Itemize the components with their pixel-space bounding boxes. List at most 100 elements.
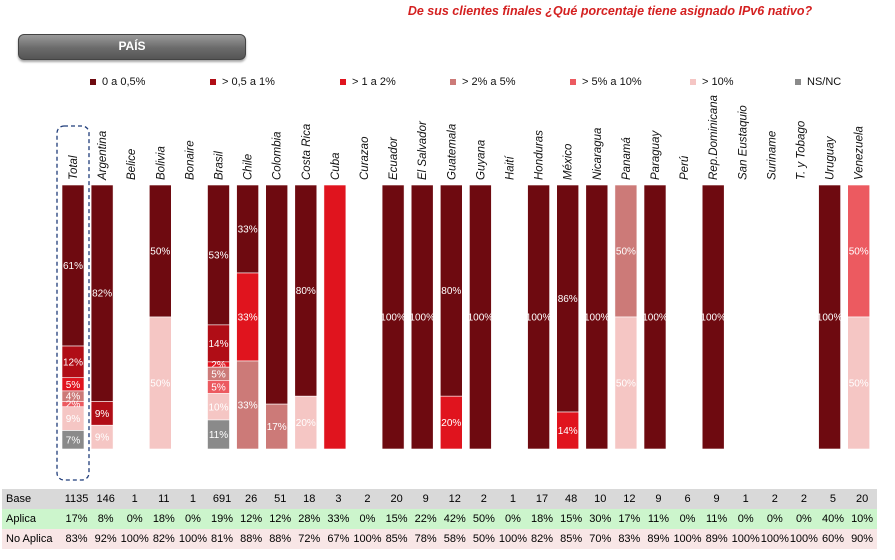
table-row: No Aplica 83% 92% 100% 82% 100% 81% 88% 88% 72% 67… xyxy=(2,529,877,549)
category-label: Suriname xyxy=(766,131,778,180)
data-label: 2% xyxy=(66,400,81,411)
data-label: 82% xyxy=(92,289,112,300)
table-row: Aplica 17% 8% 0% 18% 0% 19% 12% 12% 28% 33% 0% 15% 22… xyxy=(2,509,877,529)
data-label: 50% xyxy=(849,247,869,258)
data-label: 14% xyxy=(208,339,228,350)
category-label: Guatemala xyxy=(446,124,458,180)
table-cell: 0% xyxy=(184,513,201,525)
table-cell: 48 xyxy=(565,493,578,505)
data-label: 11% xyxy=(209,430,228,441)
legend-label: 0 a 0,5% xyxy=(102,76,146,88)
table-cell: 17% xyxy=(65,513,88,525)
data-label: 9% xyxy=(95,433,110,444)
table-cell: 100% xyxy=(789,533,818,545)
legend-item: > 1 a 2% xyxy=(340,76,396,88)
data-label: 86% xyxy=(558,294,578,305)
data-label: 50% xyxy=(616,379,636,390)
table-cell: 51 xyxy=(274,493,287,505)
data-label: 100% xyxy=(584,313,610,324)
category-label: Chile xyxy=(243,154,255,180)
chart-title: De sus clientes finales ¿Qué porcentaje … xyxy=(407,4,813,18)
data-label: 33% xyxy=(238,401,258,412)
total-highlight-box xyxy=(56,125,90,481)
table-cell: 100% xyxy=(673,533,702,545)
legend-item: > 0,5 a 1% xyxy=(210,76,275,88)
table-row: Base 1135 146 1 11 1 691 26 51 18 3 2 20 9 12 2 1 17 48 10 1… xyxy=(2,489,877,509)
category-label: Rep.Dominicana xyxy=(708,95,720,180)
table-cell: 58% xyxy=(443,533,466,545)
table-cell: 0% xyxy=(359,513,376,525)
table-cell: 18% xyxy=(531,513,554,525)
legend-swatch xyxy=(570,79,576,86)
category-label: Uruguay xyxy=(825,135,837,180)
bar-segment xyxy=(614,316,638,450)
bar-segment xyxy=(701,184,725,450)
bar-segment xyxy=(207,419,230,450)
category-label: Costa Rica xyxy=(301,124,313,180)
table-cell: 50% xyxy=(472,513,495,525)
legend-swatch xyxy=(690,79,696,86)
data-label: 53% xyxy=(208,250,228,261)
table-cell: 82% xyxy=(531,533,554,545)
table-cell: 83% xyxy=(65,533,88,545)
legend-label: > 0,5 a 1% xyxy=(222,76,275,88)
bar-segment xyxy=(527,184,550,450)
category-label: Honduras xyxy=(534,130,546,180)
table-cell: 3 xyxy=(335,493,342,505)
table-cell: 12% xyxy=(240,513,263,525)
table-cell: 11 xyxy=(158,493,170,505)
bar-segment xyxy=(236,360,259,450)
table-cell: 90% xyxy=(851,533,874,545)
data-label: 80% xyxy=(296,286,316,297)
table-cell: 17 xyxy=(535,493,549,505)
data-label: 50% xyxy=(616,247,636,258)
table-cell: 0% xyxy=(737,513,754,525)
category-label: México xyxy=(563,143,575,180)
table-cell: 100% xyxy=(353,533,382,545)
category-label: Paraguay xyxy=(650,130,662,180)
legend-item: 0 a 0,5% xyxy=(90,76,145,88)
table-cell: 28% xyxy=(298,513,321,525)
table-cell: 100% xyxy=(731,533,760,545)
bar-segment xyxy=(265,184,289,405)
table-cell: 0% xyxy=(795,513,812,525)
table-cell: 20 xyxy=(855,493,869,505)
bar-segment xyxy=(643,184,667,450)
table-cell: 81% xyxy=(211,533,234,545)
bar-segment xyxy=(469,184,492,450)
table-cell: 2 xyxy=(364,493,371,505)
table-cell: 42% xyxy=(443,513,466,525)
table-cell: 50% xyxy=(472,533,495,545)
legend-swatch xyxy=(450,79,456,86)
country-filter-button[interactable]: PAÍS xyxy=(18,34,246,60)
table-cell: 60% xyxy=(821,533,844,545)
table-cell: 0% xyxy=(679,513,696,525)
table-cell: 85% xyxy=(560,533,583,545)
table-cell: 9 xyxy=(422,493,429,505)
data-label: 100% xyxy=(468,313,494,324)
table-cell: 100% xyxy=(498,533,528,545)
table-cell: 70% xyxy=(589,533,612,545)
category-label: T. y Tobago xyxy=(796,120,808,180)
table-cell: 67% xyxy=(327,533,350,545)
table-cell: 11% xyxy=(706,513,728,525)
table-cell: 0% xyxy=(766,513,783,525)
category-label: Bolivia xyxy=(155,146,167,180)
table-cell: 1 xyxy=(189,493,196,505)
data-label: 4% xyxy=(66,392,81,403)
table-cell: 22% xyxy=(414,513,437,525)
category-label: Panamá xyxy=(621,137,633,180)
data-label: 14% xyxy=(558,426,578,437)
table-cell: 15% xyxy=(385,513,408,525)
category-label: Cuba xyxy=(330,153,342,181)
data-label: 12% xyxy=(63,357,83,368)
table-cell: 17% xyxy=(618,513,641,525)
data-label: 33% xyxy=(238,313,258,324)
category-label: Belice xyxy=(126,149,138,180)
table-cell: 12% xyxy=(269,513,292,525)
category-label: Perú xyxy=(679,155,691,180)
category-label: Argentina xyxy=(97,131,109,181)
table-cell: 78% xyxy=(414,533,437,545)
bar-segment xyxy=(323,184,347,450)
table-cell: 12 xyxy=(448,493,461,505)
